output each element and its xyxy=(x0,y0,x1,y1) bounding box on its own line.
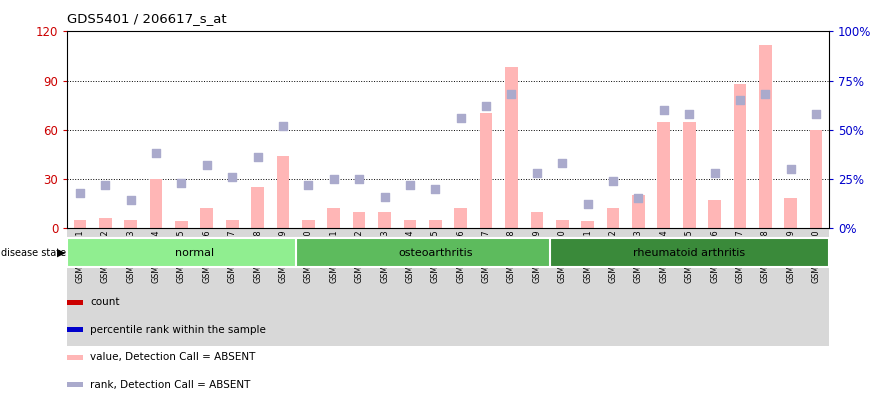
Bar xyxy=(201,208,213,228)
Point xyxy=(530,170,544,176)
Bar xyxy=(125,220,137,228)
Point xyxy=(301,182,315,188)
Point xyxy=(200,162,214,168)
Bar xyxy=(759,44,771,228)
Bar xyxy=(784,198,797,228)
Bar xyxy=(454,208,467,228)
Bar xyxy=(296,238,575,267)
Point xyxy=(251,154,265,160)
Point xyxy=(352,176,366,182)
Bar xyxy=(632,195,645,228)
Bar xyxy=(67,228,829,346)
Bar xyxy=(582,221,594,228)
Point xyxy=(758,91,772,97)
Text: ▶: ▶ xyxy=(56,248,65,257)
Bar xyxy=(175,221,188,228)
Bar xyxy=(549,238,829,267)
Bar xyxy=(479,113,493,228)
Text: value, Detection Call = ABSENT: value, Detection Call = ABSENT xyxy=(90,352,256,362)
Bar xyxy=(99,218,112,228)
Point xyxy=(225,174,239,180)
Point xyxy=(733,97,747,103)
Bar xyxy=(658,121,670,228)
Bar xyxy=(327,208,340,228)
Point xyxy=(276,123,290,129)
Point xyxy=(124,197,138,204)
Bar xyxy=(67,238,321,267)
Text: percentile rank within the sample: percentile rank within the sample xyxy=(90,325,266,335)
Point xyxy=(708,170,722,176)
Point xyxy=(174,180,189,186)
Bar xyxy=(607,208,619,228)
Bar xyxy=(530,211,543,228)
Point xyxy=(606,178,620,184)
Point xyxy=(682,111,696,117)
Text: count: count xyxy=(90,297,120,307)
Text: rank, Detection Call = ABSENT: rank, Detection Call = ABSENT xyxy=(90,380,251,390)
Bar xyxy=(302,220,314,228)
Bar xyxy=(150,179,162,228)
Bar xyxy=(277,156,289,228)
Point xyxy=(556,160,570,166)
Point xyxy=(428,185,443,192)
Bar xyxy=(251,187,264,228)
Bar xyxy=(708,200,721,228)
Point xyxy=(99,182,113,188)
Bar xyxy=(810,130,823,228)
Text: disease state: disease state xyxy=(1,248,66,257)
Bar xyxy=(378,211,391,228)
Text: osteoarthritis: osteoarthritis xyxy=(398,248,472,257)
Text: rheumatoid arthritis: rheumatoid arthritis xyxy=(633,248,745,257)
Point xyxy=(581,201,595,208)
Point xyxy=(149,150,163,156)
Bar xyxy=(73,220,86,228)
Bar xyxy=(734,84,746,228)
Bar xyxy=(353,211,366,228)
Bar xyxy=(556,220,569,228)
Point xyxy=(453,115,468,121)
Point xyxy=(783,166,798,172)
Point xyxy=(631,195,645,202)
Bar xyxy=(226,220,238,228)
Text: GDS5401 / 206617_s_at: GDS5401 / 206617_s_at xyxy=(67,12,227,25)
Point xyxy=(504,91,519,97)
Bar xyxy=(505,68,518,228)
Text: normal: normal xyxy=(175,248,213,257)
Point xyxy=(657,107,671,113)
Point xyxy=(327,176,341,182)
Point xyxy=(403,182,418,188)
Point xyxy=(809,111,823,117)
Point xyxy=(377,193,392,200)
Point xyxy=(478,103,493,109)
Bar xyxy=(403,220,417,228)
Bar xyxy=(683,121,695,228)
Bar xyxy=(429,220,442,228)
Point xyxy=(73,189,87,196)
